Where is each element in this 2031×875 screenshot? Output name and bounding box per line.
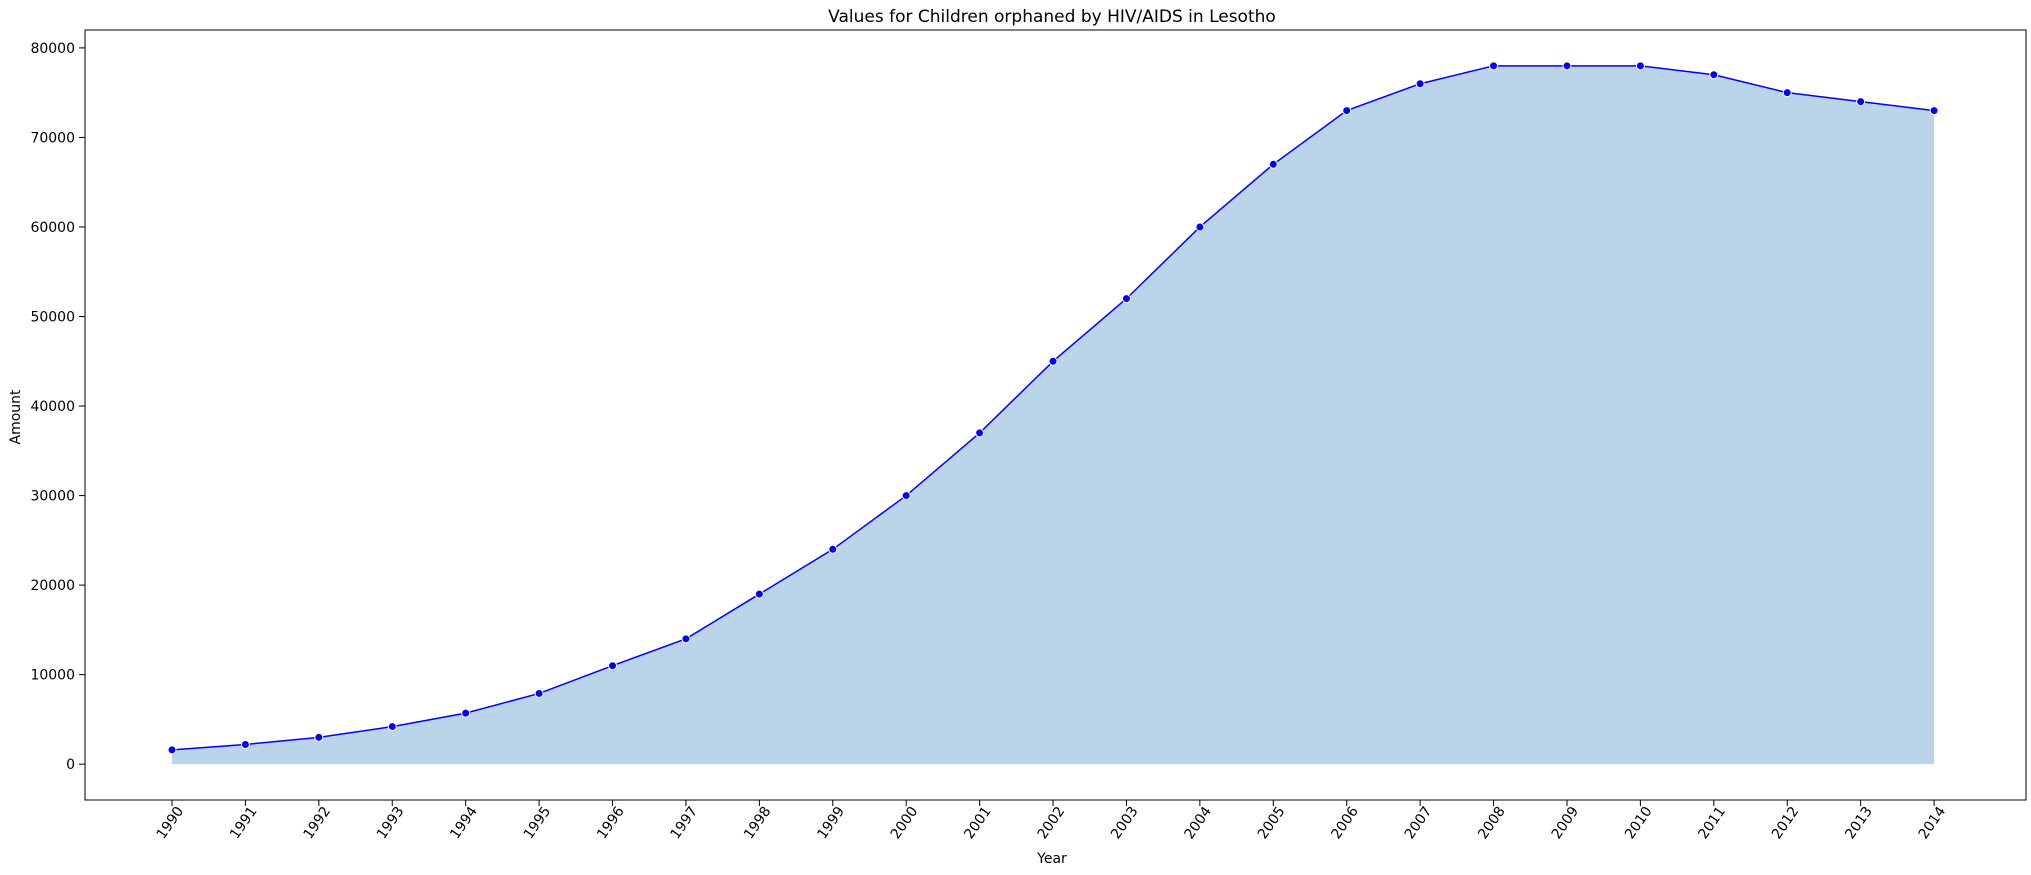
x-tick-label: 2000 (888, 804, 922, 842)
x-tick-label: 1997 (668, 804, 702, 842)
plot-frame (84, 29, 2027, 801)
data-point-2008 (1489, 61, 1499, 71)
area-fill (172, 65, 1935, 765)
y-tick-label: 80000 (30, 41, 75, 57)
data-point-2003 (1121, 294, 1131, 304)
x-tick-label: 2001 (961, 804, 995, 842)
data-point-2000 (901, 491, 911, 501)
x-tick-label: 1999 (814, 804, 848, 842)
data-point-2009 (1562, 61, 1572, 71)
data-point-2010 (1635, 61, 1645, 71)
data-point-2006 (1342, 106, 1352, 116)
y-tick-label: 40000 (30, 399, 75, 415)
x-tick-label: 2008 (1475, 804, 1509, 842)
chart-title: Values for Children orphaned by HIV/AIDS… (828, 7, 1276, 27)
x-tick-label: 2011 (1695, 804, 1729, 842)
x-tick-label: 2014 (1916, 804, 1950, 842)
data-point-2005 (1268, 159, 1278, 169)
x-tick-label: 2006 (1328, 804, 1362, 842)
data-point-2001 (975, 428, 985, 438)
data-point-1994 (461, 708, 471, 718)
x-axis-title: Year (1036, 851, 1067, 867)
data-point-1992 (314, 732, 324, 742)
x-tick-label: 2012 (1769, 804, 1803, 842)
data-point-1995 (534, 688, 544, 698)
data-point-2012 (1782, 88, 1792, 98)
data-point-1991 (240, 739, 250, 749)
data-point-1999 (828, 544, 838, 554)
y-tick-label: 50000 (30, 310, 75, 326)
x-tick-label: 1995 (521, 804, 555, 842)
x-tick-label: 2009 (1549, 804, 1583, 842)
x-tick-label: 1991 (227, 804, 261, 842)
data-point-2013 (1856, 97, 1866, 107)
data-point-2011 (1709, 70, 1719, 80)
x-tick-label: 1994 (447, 804, 481, 842)
x-tick-label: 2010 (1622, 804, 1656, 842)
x-tick-label: 2003 (1108, 804, 1142, 842)
y-tick-label: 70000 (30, 130, 75, 146)
plot-area (167, 61, 1939, 765)
x-tick-label: 1992 (300, 804, 334, 842)
y-tick-label: 20000 (30, 578, 75, 594)
x-tick-label: 1998 (741, 804, 775, 842)
data-point-2002 (1048, 356, 1058, 366)
y-axis-title: Amount (8, 389, 24, 445)
data-point-1993 (387, 722, 397, 732)
data-point-1998 (754, 589, 764, 599)
data-point-1996 (608, 661, 618, 671)
x-tick-label: 1990 (154, 804, 188, 842)
data-point-2007 (1415, 79, 1425, 89)
data-point-1990 (167, 745, 177, 755)
data-point-2004 (1195, 222, 1205, 232)
x-tick-label: 1996 (594, 804, 628, 842)
y-tick-label: 60000 (30, 220, 75, 236)
x-tick-label: 2007 (1402, 804, 1436, 842)
x-tick-label: 1993 (374, 804, 408, 842)
x-tick-label: 2002 (1035, 804, 1069, 842)
data-point-1997 (681, 634, 691, 644)
x-tick-label: 2013 (1842, 804, 1876, 842)
x-tick-label: 2004 (1182, 804, 1216, 842)
x-tick-label: 2005 (1255, 804, 1289, 842)
y-tick-label: 0 (66, 757, 75, 773)
y-tick-label: 10000 (30, 668, 75, 684)
y-tick-label: 30000 (30, 489, 75, 505)
data-point-2014 (1929, 106, 1939, 116)
